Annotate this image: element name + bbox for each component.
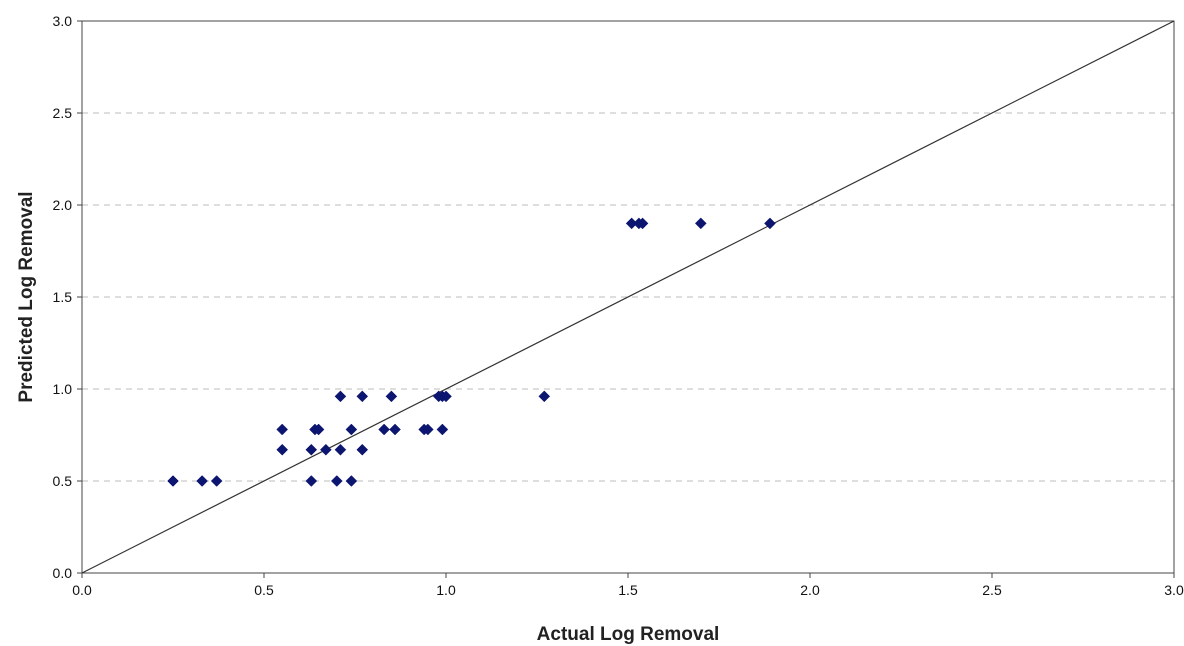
data-point	[312, 423, 325, 436]
data-point	[167, 475, 179, 487]
data-point	[378, 423, 390, 436]
data-point	[334, 390, 347, 403]
data-point	[196, 475, 208, 487]
data-point	[210, 475, 223, 487]
x-tick-label: 2.5	[982, 582, 1002, 598]
y-tick-label: 0.0	[53, 565, 73, 581]
data-points	[167, 217, 776, 487]
y-axis-title: Predicted Log Removal	[16, 191, 37, 402]
x-tick-label: 1.5	[618, 582, 638, 598]
data-point	[345, 475, 358, 487]
data-point	[356, 390, 369, 403]
x-tick-label: 0.0	[72, 582, 92, 598]
data-point	[305, 475, 318, 487]
data-point	[276, 443, 289, 456]
data-point	[345, 423, 358, 436]
axis-ticks: 0.0 0.5 1.0 1.5 2.0 2.5 3.0 0.0 0.5 1.0 1.5 2.0 2.5 3…	[53, 13, 1184, 598]
y-tick-label: 0.5	[53, 473, 73, 489]
data-point	[421, 423, 434, 436]
data-point	[436, 423, 449, 436]
x-tick-label: 2.0	[800, 582, 820, 598]
data-point	[305, 443, 318, 456]
x-tick-label: 1.0	[436, 582, 456, 598]
y-tick-label: 1.5	[53, 289, 73, 305]
reference-line	[81, 20, 1175, 574]
y-tick-label: 3.0	[53, 13, 73, 29]
data-point	[320, 443, 332, 456]
data-point	[276, 423, 289, 436]
data-point	[356, 443, 369, 456]
x-axis-title: Actual Log Removal	[537, 624, 720, 645]
data-point	[538, 390, 551, 403]
data-point	[330, 475, 343, 487]
x-tick-label: 3.0	[1164, 582, 1184, 598]
data-point	[764, 217, 776, 230]
data-point	[389, 423, 401, 436]
data-point	[334, 443, 347, 456]
data-point	[385, 390, 398, 403]
x-tick-label: 0.5	[254, 582, 274, 598]
y-tick-label: 1.0	[53, 381, 73, 397]
data-point	[440, 390, 452, 403]
data-point	[694, 217, 707, 230]
y-tick-label: 2.0	[53, 197, 73, 213]
y-tick-label: 2.5	[53, 105, 73, 121]
data-point	[636, 217, 649, 230]
